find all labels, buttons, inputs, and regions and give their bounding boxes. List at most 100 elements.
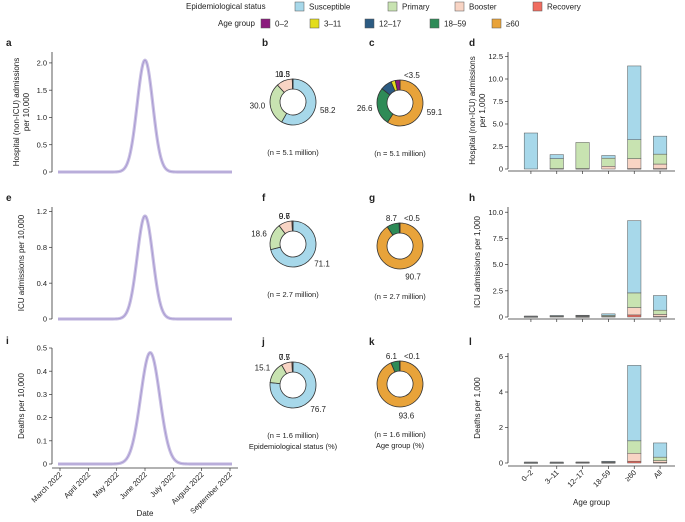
k-slice-label-2: <0.1 — [404, 352, 420, 361]
i-ytick-label: 0.3 — [37, 390, 47, 399]
d-ylabel-line: Hospital (non-ICU) admissions — [468, 56, 477, 164]
h-ytick-label: 0 — [499, 313, 503, 322]
d-bar-booster — [627, 158, 642, 169]
e-ylabel-line: ICU admissions per 10,000 — [17, 214, 26, 311]
panel-i: i 0 0.1 0.2 0.3 0.4 0.5 Deaths per 10,000 March … — [6, 336, 238, 518]
e-ylabel: ICU admissions per 10,000 — [17, 214, 26, 311]
legend-swatch-age-1 — [309, 18, 320, 29]
legend-swatch-age-4 — [491, 18, 502, 29]
d-ylabel-line: per 1,000 — [478, 93, 487, 127]
l-xtick-label: All — [652, 468, 664, 480]
c-slice-label-0: 59.1 — [427, 108, 443, 117]
i-xtick-label: May 2022 — [91, 470, 121, 500]
h-bar-booster — [627, 307, 642, 316]
h-bar-booster — [653, 314, 668, 317]
h-ytick-label: 2.5 — [493, 286, 503, 295]
i-xlabel: Date — [137, 509, 154, 518]
h-bar-primary — [653, 309, 668, 315]
i-ytick-label: 0.2 — [37, 413, 47, 422]
f-slice-label-0: 71.1 — [314, 260, 330, 269]
c-slice-4 — [394, 79, 401, 91]
panel-b: b 58.2 30.0 11.30.5 (n = 5.1 million) — [250, 38, 336, 157]
legend-label-age-1: 3–11 — [324, 20, 342, 29]
legend-label-age-2: 12–17 — [379, 20, 402, 29]
j-slice-label-2: 7.5 — [279, 353, 291, 362]
l-xtick-label: 18–59 — [591, 468, 612, 489]
panels: a 0 0.5 1.0 1.5 2.0 Hospital (non-ICU) admissi… — [6, 38, 675, 518]
i-curve-line — [58, 352, 232, 465]
panel-a: a 0 0.5 1.0 1.5 2.0 Hospital (non-ICU) admissi… — [6, 38, 233, 177]
panel-label-a: a — [6, 38, 12, 49]
k-slice-label-1: 6.1 — [386, 352, 398, 361]
c-n-label: (n = 5.1 million) — [374, 149, 426, 158]
i-xtick-label: March 2022 — [30, 470, 64, 504]
panel-h: h 0 2.5 5.0 7.5 10.0 ICU admissions per 1,000 — [469, 193, 675, 322]
e-ytick-label: 0.8 — [37, 243, 47, 252]
h-bar-recovery — [627, 314, 642, 318]
d-bar-primary — [627, 139, 642, 159]
d-bar-susceptible — [523, 132, 538, 170]
f-slice-0 — [270, 220, 317, 268]
i-xtick-label: July 2022 — [148, 470, 177, 499]
l-ylabel-line: Deaths per 1,000 — [473, 377, 482, 439]
i-ytick-label: 0.5 — [37, 344, 47, 353]
l-bar-booster — [653, 460, 668, 463]
h-bar-primary — [627, 292, 642, 308]
k-n-label: (n = 1.6 million) — [374, 430, 426, 439]
e-ytick-label: 1.2 — [37, 207, 47, 216]
b-slice-0 — [281, 78, 317, 126]
b-slice-label-2: 11.3 — [275, 70, 291, 79]
panel-c: c 59.1 26.6 <3.5 (n = 5.1 million) — [357, 38, 443, 158]
j-n-label: (n = 1.6 million) — [267, 431, 319, 440]
legend-swatch-age-3 — [429, 18, 440, 29]
j-slice-label-3: 0.7 — [279, 353, 291, 362]
h-ytick-label: 10.0 — [488, 208, 503, 217]
j-slice-label-1: 15.1 — [255, 363, 271, 372]
j-footer: Epidemiological status (%) — [249, 442, 338, 451]
f-n-label: (n = 2.7 million) — [267, 290, 319, 299]
k-slice-label-0: 93.6 — [399, 411, 415, 420]
legend-swatch-age-0 — [260, 18, 271, 29]
h-bar-susceptible — [601, 313, 616, 316]
l-ytick-label: 0 — [499, 459, 503, 468]
a-ytick-label: 0.5 — [37, 140, 47, 149]
panel-label-d: d — [469, 38, 475, 49]
l-xtick-label: 0–2 — [520, 468, 535, 483]
d-ytick-label: 10.0 — [488, 75, 503, 84]
c-slice-label-1: 26.6 — [357, 104, 373, 113]
l-bar-recovery — [627, 460, 642, 464]
h-ylabel-line: ICU admissions per 1,000 — [473, 215, 482, 308]
legend-label-age-3: 18–59 — [444, 20, 467, 29]
legend-label-age-0: 0–2 — [275, 20, 289, 29]
b-slice-label-1: 30.0 — [250, 102, 266, 111]
i-ylabel-line: Deaths per 10,000 — [17, 373, 26, 439]
h-ytick-label: 5.0 — [493, 260, 503, 269]
legend-swatch-booster — [454, 1, 465, 12]
a-ytick-label: 1.5 — [37, 86, 47, 95]
l-bar-susceptible — [653, 442, 668, 458]
g-slice-label-1: 8.7 — [386, 214, 398, 223]
d-bar-susceptible — [601, 155, 616, 159]
l-bar-primary — [653, 456, 668, 461]
d-bar-booster — [601, 166, 616, 170]
legend-label-booster: Booster — [469, 3, 497, 12]
l-bar-primary — [627, 440, 642, 454]
d-bar-primary — [601, 157, 616, 167]
i-ytick-label: 0.4 — [37, 367, 47, 376]
i-xtick-label: June 2022 — [118, 470, 149, 501]
panel-label-f: f — [262, 193, 266, 204]
panel-label-j: j — [261, 337, 265, 348]
f-slice-label-2: 9.6 — [279, 212, 291, 221]
b-slice-3 — [291, 78, 294, 90]
l-xtick-label: ≥60 — [623, 468, 638, 483]
panel-l: l 0 2 4 6 Deaths per 1,000 0–2 3–11 12–17 18–59 ≥6… — [469, 337, 675, 507]
d-bar-primary — [575, 142, 590, 169]
e-curve-band — [57, 214, 233, 321]
c-slice-0 — [387, 79, 424, 127]
legend-label-age-4: ≥60 — [506, 20, 520, 29]
a-ytick-label: 2.0 — [37, 59, 47, 68]
a-ylabel: Hospital (non-ICU) admissionsper 10,000 — [12, 58, 31, 166]
d-ytick-label: 0 — [499, 165, 503, 174]
panel-k: k 93.6 6.1 <0.1 (n = 1.6 million) Age group (… — [369, 337, 426, 450]
